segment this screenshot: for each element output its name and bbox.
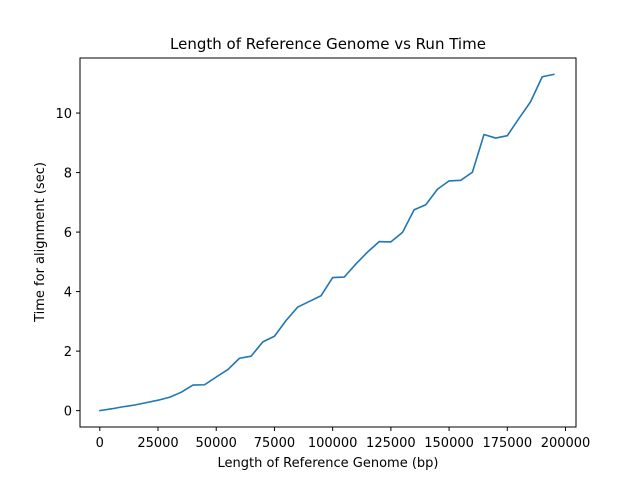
y-tick-label: 2	[64, 345, 72, 360]
x-tick-label: 50000	[196, 436, 237, 451]
chart-title: Length of Reference Genome vs Run Time	[170, 35, 486, 53]
x-tick-label: 200000	[541, 436, 591, 451]
x-tick-label: 175000	[482, 436, 532, 451]
x-tick-label: 125000	[366, 436, 416, 451]
plot-area	[98, 73, 555, 412]
x-axis: 0 25000 50000 75000 100000 125000 150000 175000…	[96, 427, 591, 451]
y-tick-label: 8	[64, 167, 72, 182]
y-tick-label: 6	[64, 226, 72, 241]
y-axis: 0 2 4 6 8 10	[55, 107, 80, 420]
x-tick-label: 150000	[424, 436, 474, 451]
series-line	[98, 73, 555, 412]
x-tick-label: 100000	[308, 436, 358, 451]
y-tick-label: 0	[64, 405, 72, 420]
y-tick-label: 4	[64, 286, 72, 301]
y-axis-label: Time for alignment (sec)	[33, 162, 48, 323]
x-tick-label: 75000	[254, 436, 295, 451]
x-axis-label: Length of Reference Genome (bp)	[218, 456, 439, 471]
plot-frame	[79, 57, 577, 428]
x-tick-label: 0	[96, 436, 104, 451]
x-tick-label: 25000	[137, 436, 178, 451]
y-tick-label: 10	[55, 107, 72, 122]
